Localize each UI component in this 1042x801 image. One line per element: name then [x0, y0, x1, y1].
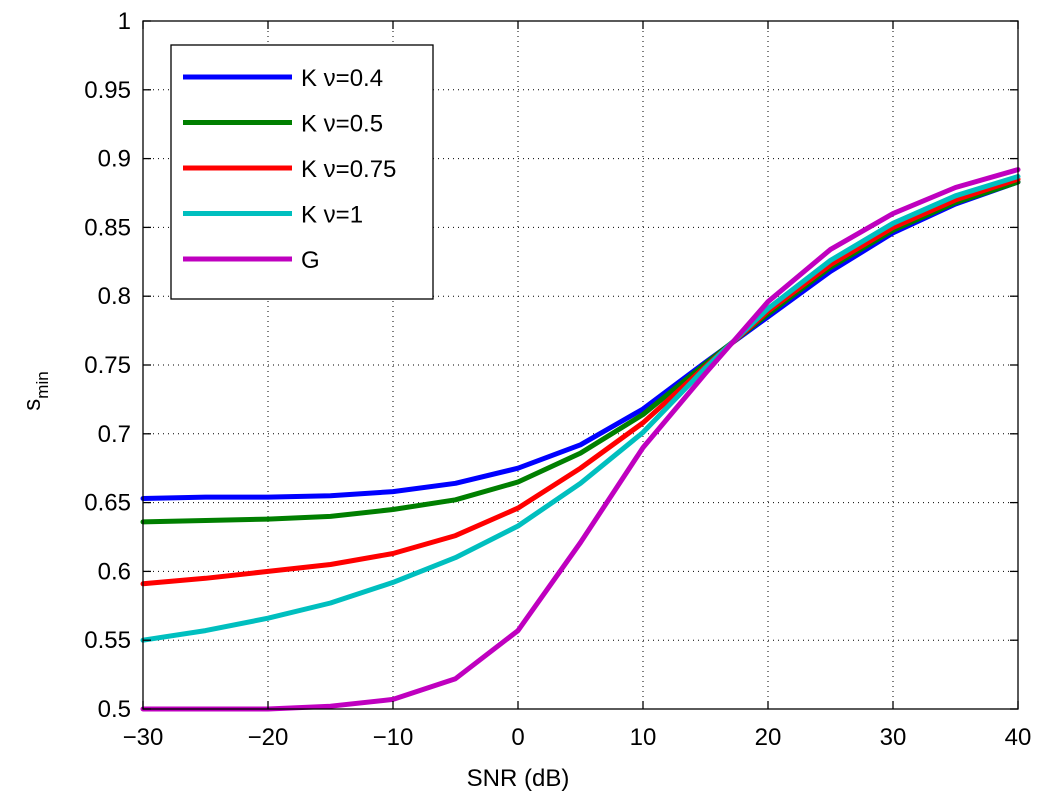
y-axis-title-subscript: min — [33, 371, 52, 398]
series-line-4 — [140, 174, 1021, 643]
y-tick-label: 0.85 — [84, 214, 131, 241]
y-tick-label: 0.5 — [98, 696, 131, 723]
series-line-1 — [140, 179, 1021, 501]
series-line-3 — [140, 176, 1021, 587]
legend: K ν=0.4 K ν=0.5 K ν=0.75 K ν=1 G — [170, 44, 434, 300]
y-tick-label: 1 — [118, 8, 131, 35]
y-tick-label: 0.6 — [98, 558, 131, 585]
legend-label-4: K ν=1 — [301, 202, 363, 229]
y-tick-label: 0.55 — [84, 627, 131, 654]
y-tick-label: 0.75 — [84, 352, 131, 379]
y-axis-title-base: s — [19, 399, 46, 411]
y-tick-label: 0.9 — [98, 146, 131, 173]
x-tick-label: 0 — [511, 724, 524, 751]
legend-label-5: G — [301, 247, 320, 274]
legend-items: K ν=0.4 K ν=0.5 K ν=0.75 K ν=1 G — [183, 65, 396, 274]
series-lines — [140, 167, 1021, 712]
axis-ticks — [142, 20, 1019, 710]
y-tick-label: 0.95 — [84, 77, 131, 104]
x-tick-label: −20 — [248, 724, 289, 751]
x-tick-labels: −30 −20 −10 0 10 20 30 40 — [123, 724, 1032, 751]
x-tick-label: −10 — [373, 724, 414, 751]
x-tick-label: 30 — [880, 724, 907, 751]
y-tick-label: 0.7 — [98, 421, 131, 448]
legend-label-1: K ν=0.4 — [301, 65, 383, 92]
y-tick-labels: 0.5 0.55 0.6 0.65 0.7 0.75 0.8 0.85 0.9 0.95 1 — [84, 8, 131, 723]
y-tick-label: 0.8 — [98, 283, 131, 310]
y-axis-title: smin — [19, 371, 52, 410]
legend-label-3: K ν=0.75 — [301, 156, 396, 183]
x-tick-label: −30 — [123, 724, 164, 751]
series-line-5 — [140, 167, 1021, 712]
x-axis-title: SNR (dB) — [467, 765, 570, 792]
legend-label-2: K ν=0.5 — [301, 111, 383, 138]
x-tick-label: 40 — [1005, 724, 1032, 751]
y-tick-label: 0.65 — [84, 490, 131, 517]
x-tick-label: 20 — [755, 724, 782, 751]
x-tick-label: 10 — [630, 724, 657, 751]
